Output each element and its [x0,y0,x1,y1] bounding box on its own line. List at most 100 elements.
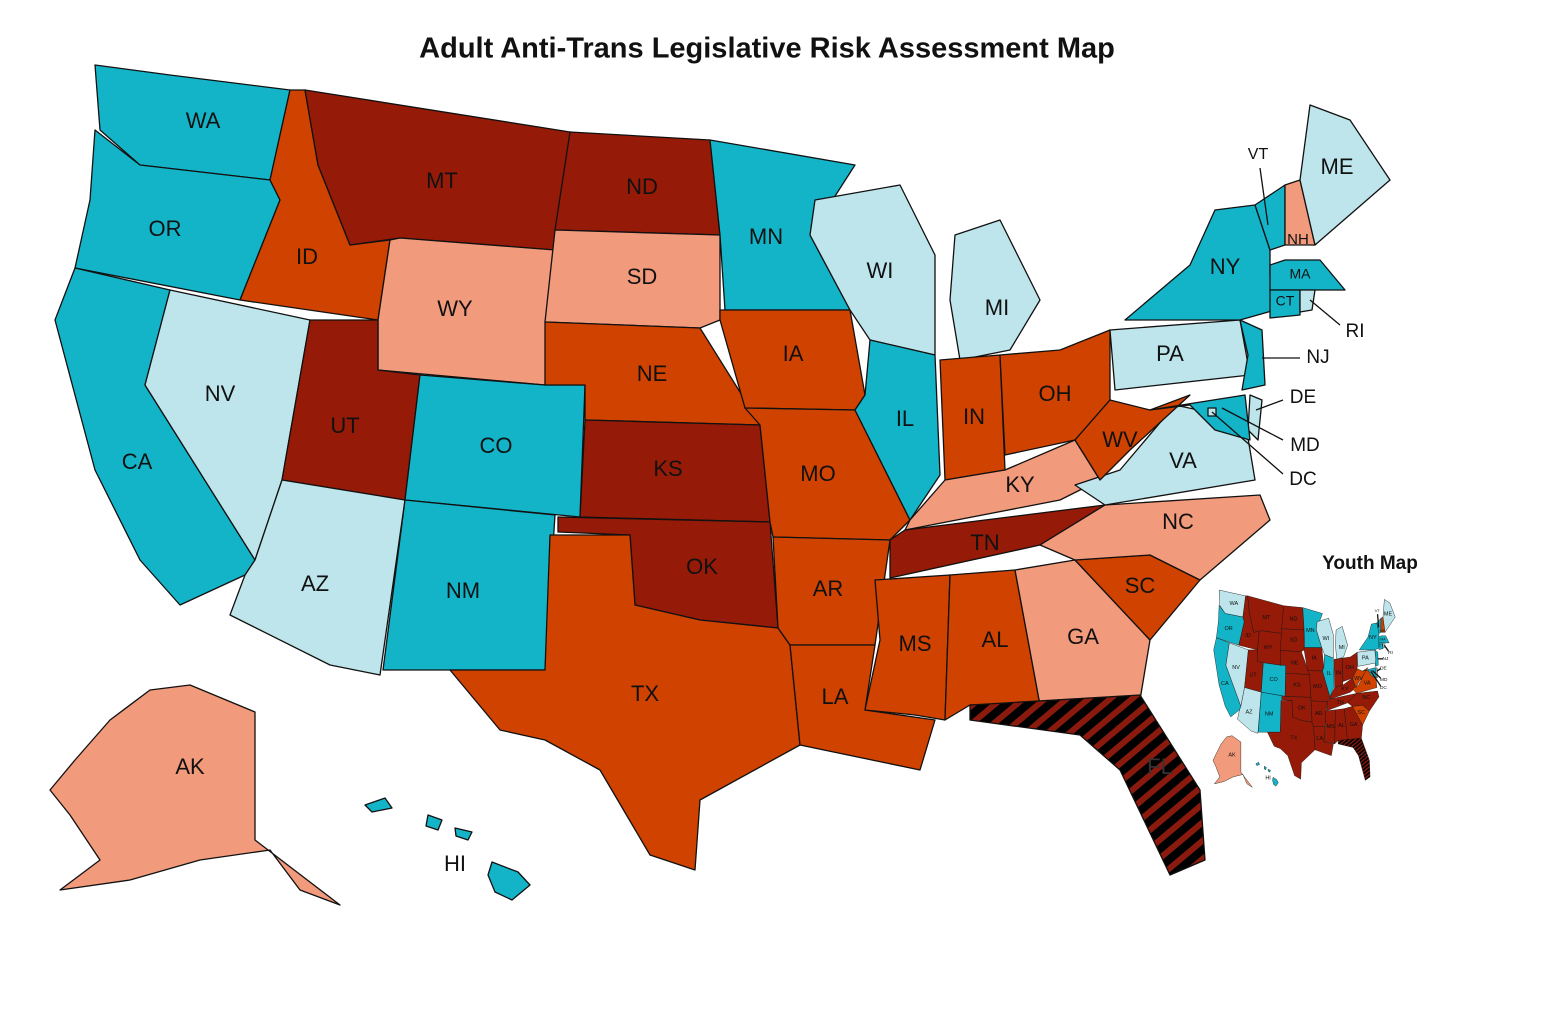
leader-line [1259,167,1269,226]
map-title: Adult Anti-Trans Legislative Risk Assess… [419,33,1115,65]
state-label: MT [1262,615,1271,621]
state [1344,706,1363,741]
state [1347,690,1380,712]
state-label: VA [1364,681,1371,687]
state [1374,649,1379,667]
state [487,861,531,901]
state-label: IN [963,404,985,429]
state-label: WA [1229,601,1238,607]
state [1378,642,1384,650]
state-label: DC [1289,469,1316,490]
state [1352,667,1369,688]
state-label: SC [1125,573,1156,598]
state [544,229,721,329]
leader-line [1376,614,1380,628]
state [1263,766,1267,770]
state-label: RI [1388,650,1393,656]
state-label: GA [1350,722,1358,728]
state-label: ND [626,174,658,199]
state [1267,769,1271,773]
state-label: CT [1379,644,1385,648]
state [1272,777,1279,787]
state-label: NH [1287,231,1309,248]
state [454,827,473,841]
state-label: FL [1361,753,1367,759]
state [1039,494,1271,581]
state-label: NV [1232,665,1240,671]
state-label: NY [1369,635,1377,641]
state-label: IN [1336,670,1342,676]
state-label: WY [1264,645,1273,651]
state-label: AR [813,576,844,601]
state-label: UT [330,413,359,438]
state-label: ME [1321,154,1354,179]
state-label: AZ [1246,710,1254,716]
state-label: WI [1323,636,1330,642]
state [1267,700,1316,780]
state-label: ND [1290,616,1298,622]
state-label: MS [899,631,932,656]
state-label: IA [1311,656,1317,662]
state-label: WV [1354,676,1363,682]
state-label: CT [1276,293,1295,309]
state-label: NH [1380,629,1386,633]
state-label: OR [1225,626,1233,632]
state-label: RI [1346,321,1365,342]
state-label: CO [1270,677,1279,683]
state [1382,599,1396,633]
state-label: VA [1169,448,1197,473]
state-label: AZ [301,571,329,596]
leader-line [1211,411,1284,475]
state-label: WA [186,108,221,133]
main-map: WA OR CA NV ID MT WY UT CO AZ NM ND SD NE KS OK TX MN IA MO… [49,64,1391,906]
leader-line [1309,299,1341,326]
state-label: MN [1306,628,1315,634]
state-label: AL [982,627,1009,652]
state-label: NJ [1383,656,1389,662]
state [404,374,586,518]
state-label: MN [749,224,783,249]
state-label: CA [122,449,153,474]
state-label: MS [1327,724,1336,730]
state [425,814,443,831]
state-label: KY [1005,472,1035,497]
state-label: PA [1362,656,1369,662]
state-label: TX [1290,736,1297,742]
state-label: LA [822,684,849,709]
state [1149,394,1251,441]
state-label: NJ [1306,347,1329,368]
state-label: MD [1380,677,1388,683]
state-label: OR [149,216,182,241]
leader-line [1376,668,1382,672]
state-label: UT [1249,673,1257,679]
state-label: KY [1341,686,1349,692]
state [1299,289,1316,313]
state-label: NM [446,578,480,603]
state [1269,289,1301,319]
state [969,694,1206,876]
leader-line [1370,671,1382,687]
state-label: WI [867,258,894,283]
state [1382,642,1386,649]
state-label: NM [1265,711,1274,717]
state [1124,204,1276,321]
state-label: AK [175,754,205,779]
state [364,797,393,813]
youth-map: WA OR CA NV ID MT WY UT CO AZ NM ND SD NE KS OK TX MN IA MO… [1212,589,1396,788]
state-label: OK [686,554,718,579]
state-label: MA [1290,266,1312,282]
state-label: MA [1380,637,1386,641]
state [1074,394,1191,481]
state-label: AK [1228,753,1236,759]
state [1313,726,1334,756]
state [1255,762,1260,766]
state-label: SD [627,264,658,289]
state-label: DE [1380,666,1387,672]
state-label: TN [970,530,999,555]
inset-title: Youth Map [1322,553,1418,574]
state-label: MI [985,295,1009,320]
state-label: IA [783,341,804,366]
state [49,684,341,906]
leader-line [1255,399,1284,411]
state-label: SD [1290,638,1298,644]
